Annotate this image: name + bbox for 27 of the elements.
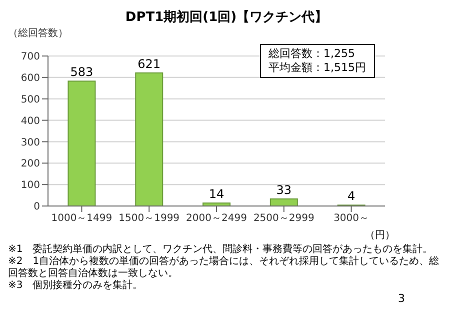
y-tick-label: 0 [34, 202, 40, 213]
data-label: 583 [70, 65, 94, 80]
text: ※1 委託契約単価の内訳として、ワクチン代、問診料・事務費等の回答があったものを集計。 [8, 244, 434, 256]
data-label: 4 [348, 189, 356, 204]
x-axis-title: （円） [364, 229, 396, 242]
y-axis-title: （総回答数） [8, 27, 69, 39]
y-tick-label: 500 [20, 94, 40, 106]
x-tick-label: 1500～1999 [118, 213, 180, 224]
y-tick-label: 700 [20, 52, 40, 63]
data-label: 33 [276, 182, 292, 197]
x-tick-label: 2500～2999 [253, 213, 314, 224]
x-tick-label: 1000～1499 [51, 213, 112, 224]
x-tick-label: 2000～2499 [186, 213, 247, 224]
y-tick-label: 100 [20, 180, 40, 192]
text: ※2 1自治体から複数の単価の回答があった場合には、それぞれ採用して集計しているため、総回答数と回答自治体数は一致しない。 [8, 256, 440, 280]
annotation: 総回答数：1,255 [268, 47, 356, 61]
text: 3 [397, 292, 406, 305]
x-tick-label: 3000～ [334, 213, 370, 224]
data-label: 621 [138, 56, 161, 71]
data-label: 14 [208, 187, 224, 201]
chart-title: DPT1期初回(1回)【ワクチン代】 [124, 8, 329, 26]
text: ※3 個別接種分のみを集計。 [8, 280, 144, 292]
y-tick-label: 400 [20, 116, 40, 127]
annotation: 平均金額：1,515円 [268, 61, 366, 75]
y-tick-label: 200 [20, 158, 40, 170]
y-tick-label: 600 [20, 72, 40, 84]
y-tick-label: 300 [20, 137, 40, 148]
